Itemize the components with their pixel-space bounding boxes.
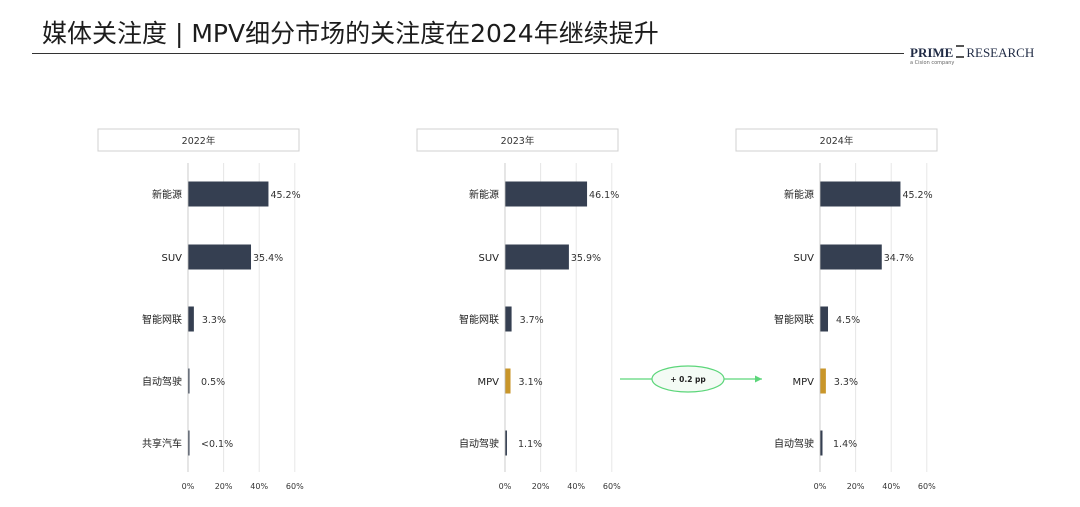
x-tick-label: 40% xyxy=(882,482,900,491)
x-tick-label: 0% xyxy=(182,482,195,491)
x-tick-label: 60% xyxy=(286,482,304,491)
chart-panel-2: 2023年 0% 20% 40% 60% 新能源 46.1% SUV 35.9% 智能网联 3.7%… xyxy=(416,128,621,491)
category-label: 新能源 xyxy=(784,188,814,201)
category-label: 智能网联 xyxy=(774,313,814,326)
data-label: 35.9% xyxy=(571,253,601,264)
category-label: 新能源 xyxy=(152,188,182,201)
data-label: 0.5% xyxy=(201,377,225,388)
bar xyxy=(820,306,829,332)
x-tick-label: 40% xyxy=(250,482,268,491)
bar xyxy=(188,244,252,270)
panel-header-box xyxy=(97,128,300,152)
logo-brand-bold: PRIME xyxy=(910,45,954,60)
data-label: 1.4% xyxy=(833,439,857,450)
bar xyxy=(505,244,569,270)
bar xyxy=(820,244,882,270)
data-label: 4.5% xyxy=(836,315,860,326)
x-tick-label: 0% xyxy=(499,482,512,491)
panel-title: 2022年 xyxy=(182,135,216,147)
x-tick-label: 60% xyxy=(918,482,936,491)
panel-header-box xyxy=(416,128,619,152)
data-label: 45.2% xyxy=(270,190,300,201)
prime-research-logo: PRIME RESEARCH a Cision company xyxy=(910,42,1034,66)
data-label: 3.7% xyxy=(520,315,544,326)
x-tick-label: 20% xyxy=(215,482,233,491)
mpv-change-annotation: + 0.2 pp xyxy=(620,365,762,393)
category-label: 智能网联 xyxy=(142,313,182,326)
category-label: 共享汽车 xyxy=(142,437,182,450)
data-label: 1.1% xyxy=(518,439,542,450)
chart-panel-1: 2022年 0% 20% 40% 60% 新能源 45.2% SUV 35.4% 智能网联 3.3%… xyxy=(97,128,304,491)
bar xyxy=(505,306,512,332)
bar xyxy=(505,181,588,207)
bar xyxy=(505,430,507,456)
category-label: 自动驾驶 xyxy=(774,437,814,450)
data-label: 35.4% xyxy=(253,253,283,264)
category-label: SUV xyxy=(793,253,814,264)
bar xyxy=(820,368,826,394)
x-tick-label: 20% xyxy=(532,482,550,491)
logo-brand-rest: RESEARCH xyxy=(966,45,1035,60)
x-tick-label: 60% xyxy=(603,482,621,491)
annotation-text: + 0.2 pp xyxy=(670,375,706,384)
annotation-bubble xyxy=(651,365,725,393)
data-label: 45.2% xyxy=(902,190,932,201)
data-label: 3.1% xyxy=(519,377,543,388)
data-label: 3.3% xyxy=(202,315,226,326)
bar xyxy=(505,368,511,394)
data-label: <0.1% xyxy=(201,439,233,450)
logo-mark-icon xyxy=(956,45,965,58)
title-divider xyxy=(32,53,904,54)
bar xyxy=(188,306,194,332)
x-tick-label: 40% xyxy=(567,482,585,491)
bar xyxy=(188,181,269,207)
x-tick-label: 20% xyxy=(847,482,865,491)
chart-panel-3: 2024年 0% 20% 40% 60% 新能源 45.2% SUV 34.7% 智能网联 4.5%… xyxy=(735,128,938,491)
bar xyxy=(820,181,901,207)
bar xyxy=(188,368,190,394)
category-label: 自动驾驶 xyxy=(459,437,499,450)
category-label: SUV xyxy=(478,253,499,264)
panel-title: 2023年 xyxy=(501,135,535,147)
category-label: SUV xyxy=(161,253,182,264)
bar xyxy=(820,430,823,456)
panel-title: 2024年 xyxy=(820,135,854,147)
page-title: 媒体关注度 | MPV细分市场的关注度在2024年继续提升 xyxy=(42,19,659,48)
category-label: MPV xyxy=(478,377,500,388)
data-label: 34.7% xyxy=(884,253,914,264)
x-tick-label: 0% xyxy=(814,482,827,491)
category-label: MPV xyxy=(793,377,815,388)
category-label: 自动驾驶 xyxy=(142,375,182,388)
data-label: 46.1% xyxy=(589,190,619,201)
category-label: 智能网联 xyxy=(459,313,499,326)
panel-header-box xyxy=(735,128,938,152)
bar xyxy=(188,430,190,456)
data-label: 3.3% xyxy=(834,377,858,388)
category-label: 新能源 xyxy=(469,188,499,201)
logo-tagline: a Cision company xyxy=(910,60,955,66)
